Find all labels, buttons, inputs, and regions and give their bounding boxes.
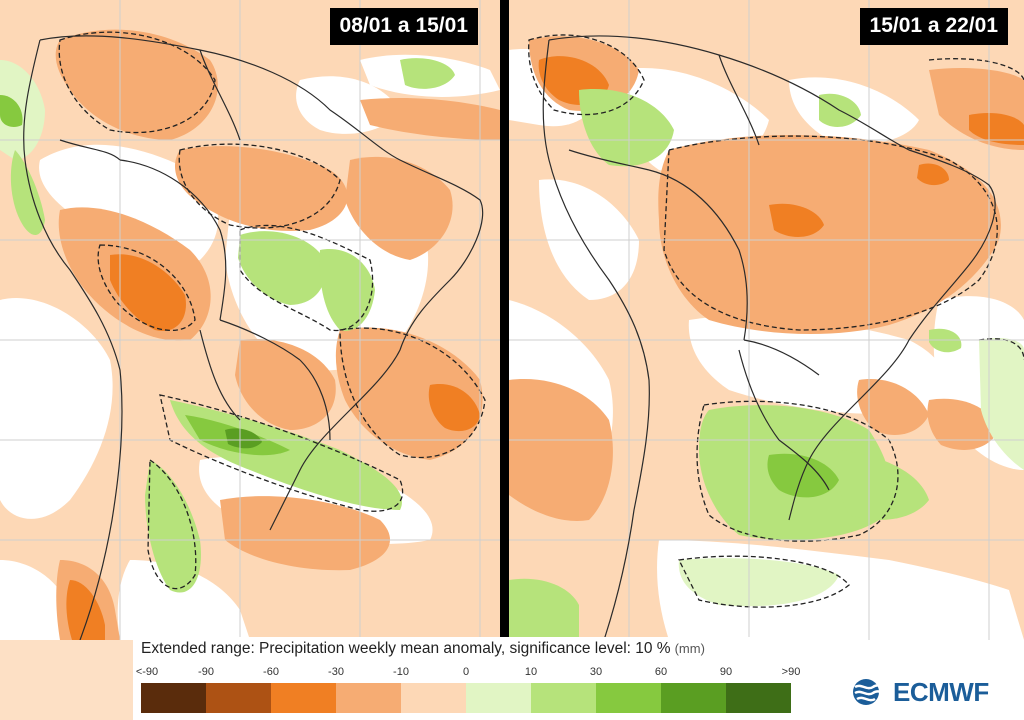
legend-tick-label: -30 <box>328 666 344 678</box>
significance-contours <box>528 34 1024 608</box>
panel-divider <box>500 0 509 720</box>
legend-swatch <box>271 683 336 713</box>
color-legend: Extended range: Precipitation weekly mea… <box>133 637 810 720</box>
legend-title: Extended range: Precipitation weekly mea… <box>141 640 705 658</box>
legend-tick-label: -10 <box>393 666 409 678</box>
date-range-label: 15/01 a 22/01 <box>859 8 1008 45</box>
legend-tick-label: >90 <box>781 666 801 678</box>
map-panel-week1: 08/01 a 15/01 <box>0 0 500 640</box>
legend-swatch <box>726 683 791 713</box>
legend-swatch <box>141 683 206 713</box>
legend-tick-label: 60 <box>654 666 668 678</box>
legend-title-text: Extended range: Precipitation weekly mea… <box>141 640 671 657</box>
ecmwf-logo-text: ECMWF <box>893 676 989 707</box>
country-borders <box>542 35 996 640</box>
legend-tick-label: 0 <box>462 666 470 678</box>
legend-swatch <box>401 683 466 713</box>
legend-swatch <box>596 683 661 713</box>
country-borders <box>23 35 484 640</box>
legend-tick-label: <-90 <box>135 666 159 678</box>
legend-tick-label: 90 <box>719 666 733 678</box>
legend-swatch <box>336 683 401 713</box>
legend-swatch <box>661 683 726 713</box>
legend-swatch <box>531 683 596 713</box>
anomaly-map-week2 <box>509 0 1024 640</box>
legend-swatch <box>206 683 271 713</box>
lat-lon-grid <box>509 0 1024 640</box>
legend-tick-label: 30 <box>589 666 603 678</box>
date-range-label: 08/01 a 15/01 <box>329 8 478 45</box>
map-bottom-fill-left <box>0 640 133 720</box>
ecmwf-logo-icon <box>853 679 886 705</box>
legend-unit: (mm) <box>674 641 705 656</box>
legend-swatch <box>466 683 531 713</box>
ecmwf-logo: ECMWF <box>851 672 1014 712</box>
legend-tick-label: 10 <box>524 666 538 678</box>
anomaly-map-week1 <box>0 0 500 640</box>
legend-tick-label: -90 <box>198 666 214 678</box>
legend-tick-label: -60 <box>263 666 279 678</box>
lat-lon-grid <box>0 0 500 640</box>
map-panel-week2: 15/01 a 22/01 <box>509 0 1024 640</box>
